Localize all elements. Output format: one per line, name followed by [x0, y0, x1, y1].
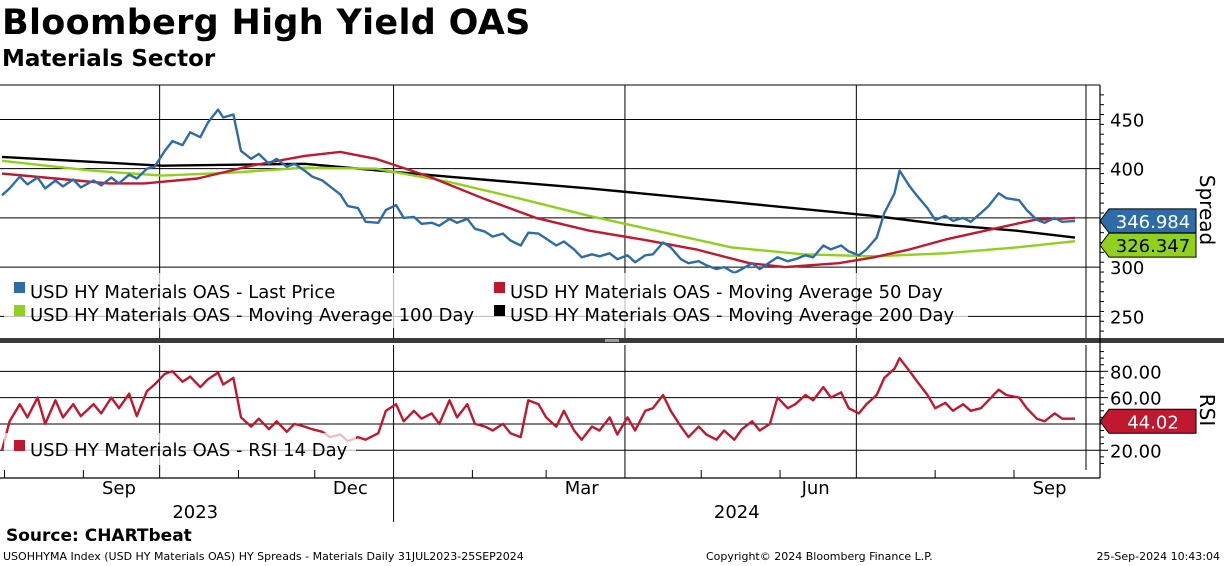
y-axis-title-rsi: RSI	[1195, 394, 1219, 427]
y-tick-label: 20.00	[1110, 441, 1162, 462]
tag-rsi-label: 44.02	[1127, 412, 1179, 433]
y-tick-label: 400	[1110, 160, 1144, 181]
tag-ma100-label: 326.347	[1116, 236, 1190, 257]
tag-ma100-box	[1099, 232, 1197, 258]
plot-frame	[0, 84, 1224, 479]
y-tick-label: 250	[1110, 307, 1144, 328]
footer-timestamp: 25-Sep-2024 10:43:04	[1096, 550, 1220, 563]
upper-legend-box	[4, 273, 968, 328]
lower-legend-box	[4, 433, 356, 465]
chart-subtitle: Materials Sector	[2, 46, 216, 72]
source-note: Source: CHARTbeat	[6, 526, 192, 546]
series-line-usd-hy-materials-oas-moving-average-50-day	[1, 150, 1076, 269]
panel-separator-grip	[605, 339, 619, 342]
tag-rsi-box	[1099, 408, 1197, 434]
y-tick-label: 450	[1110, 110, 1144, 131]
footer-ticker-info: USOHHYMA Index (USD HY Materials OAS) HY…	[3, 550, 524, 563]
legend-label-usd-hy-materials-oas-moving-average-100-day: USD HY Materials OAS - Moving Average 10…	[30, 305, 475, 326]
legend-swatch-usd-hy-materials-oas-moving-average-50-day	[494, 282, 505, 293]
tag-last-price-label: 346.984	[1116, 212, 1190, 233]
upper-plot-lines	[1, 108, 1076, 275]
footer-copyright: Copyright© 2024 Bloomberg Finance L.P.	[706, 550, 933, 563]
x-tick-label: Sep	[102, 478, 136, 499]
y-tick-label: 80.00	[1110, 362, 1162, 383]
legend-swatch-usd-hy-materials-oas-moving-average-100-day	[14, 305, 25, 316]
lower-plot-lines	[0, 357, 1075, 451]
value-tags: 346.984 326.347 44.02	[1099, 208, 1197, 434]
legend-label-usd-hy-materials-oas-rsi-14-day: USD HY Materials OAS - RSI 14 Day	[30, 440, 348, 461]
series-line-usd-hy-materials-oas-last-price	[1, 108, 1076, 275]
legend-swatch-usd-hy-materials-oas-rsi-14-day	[14, 440, 25, 451]
legend-swatch-usd-hy-materials-oas-moving-average-200-day	[494, 305, 505, 316]
year-label: 2024	[714, 502, 760, 523]
series-line-usd-hy-materials-oas-moving-average-100-day	[1, 159, 1076, 258]
x-tick-label: Sep	[1033, 478, 1067, 499]
series-line-usd-hy-materials-oas-rsi-14-day	[0, 357, 1075, 451]
legends: USD HY Materials OAS - Last Price USD HY …	[4, 273, 968, 465]
y-tick-label: 60.00	[1110, 389, 1162, 410]
year-label: 2023	[172, 502, 218, 523]
chart-title: Bloomberg High Yield OAS	[2, 3, 531, 43]
legend-label-usd-hy-materials-oas-moving-average-200-day: USD HY Materials OAS - Moving Average 20…	[510, 305, 955, 326]
series-line-usd-hy-materials-oas-moving-average-200-day	[1, 155, 1076, 239]
y-axis-title-spread: Spread	[1195, 175, 1219, 245]
y-tick-label: 300	[1110, 258, 1144, 279]
x-tick-label: Mar	[565, 478, 600, 499]
tag-last-price-box	[1099, 208, 1197, 234]
legend-label-usd-hy-materials-oas-moving-average-50-day: USD HY Materials OAS - Moving Average 50…	[510, 282, 943, 303]
x-tick-label: Jun	[801, 478, 830, 499]
legend-label-usd-hy-materials-oas-last-price: USD HY Materials OAS - Last Price	[30, 282, 335, 303]
legend-swatch-usd-hy-materials-oas-last-price	[14, 282, 25, 293]
x-tick-label: Dec	[333, 478, 368, 499]
